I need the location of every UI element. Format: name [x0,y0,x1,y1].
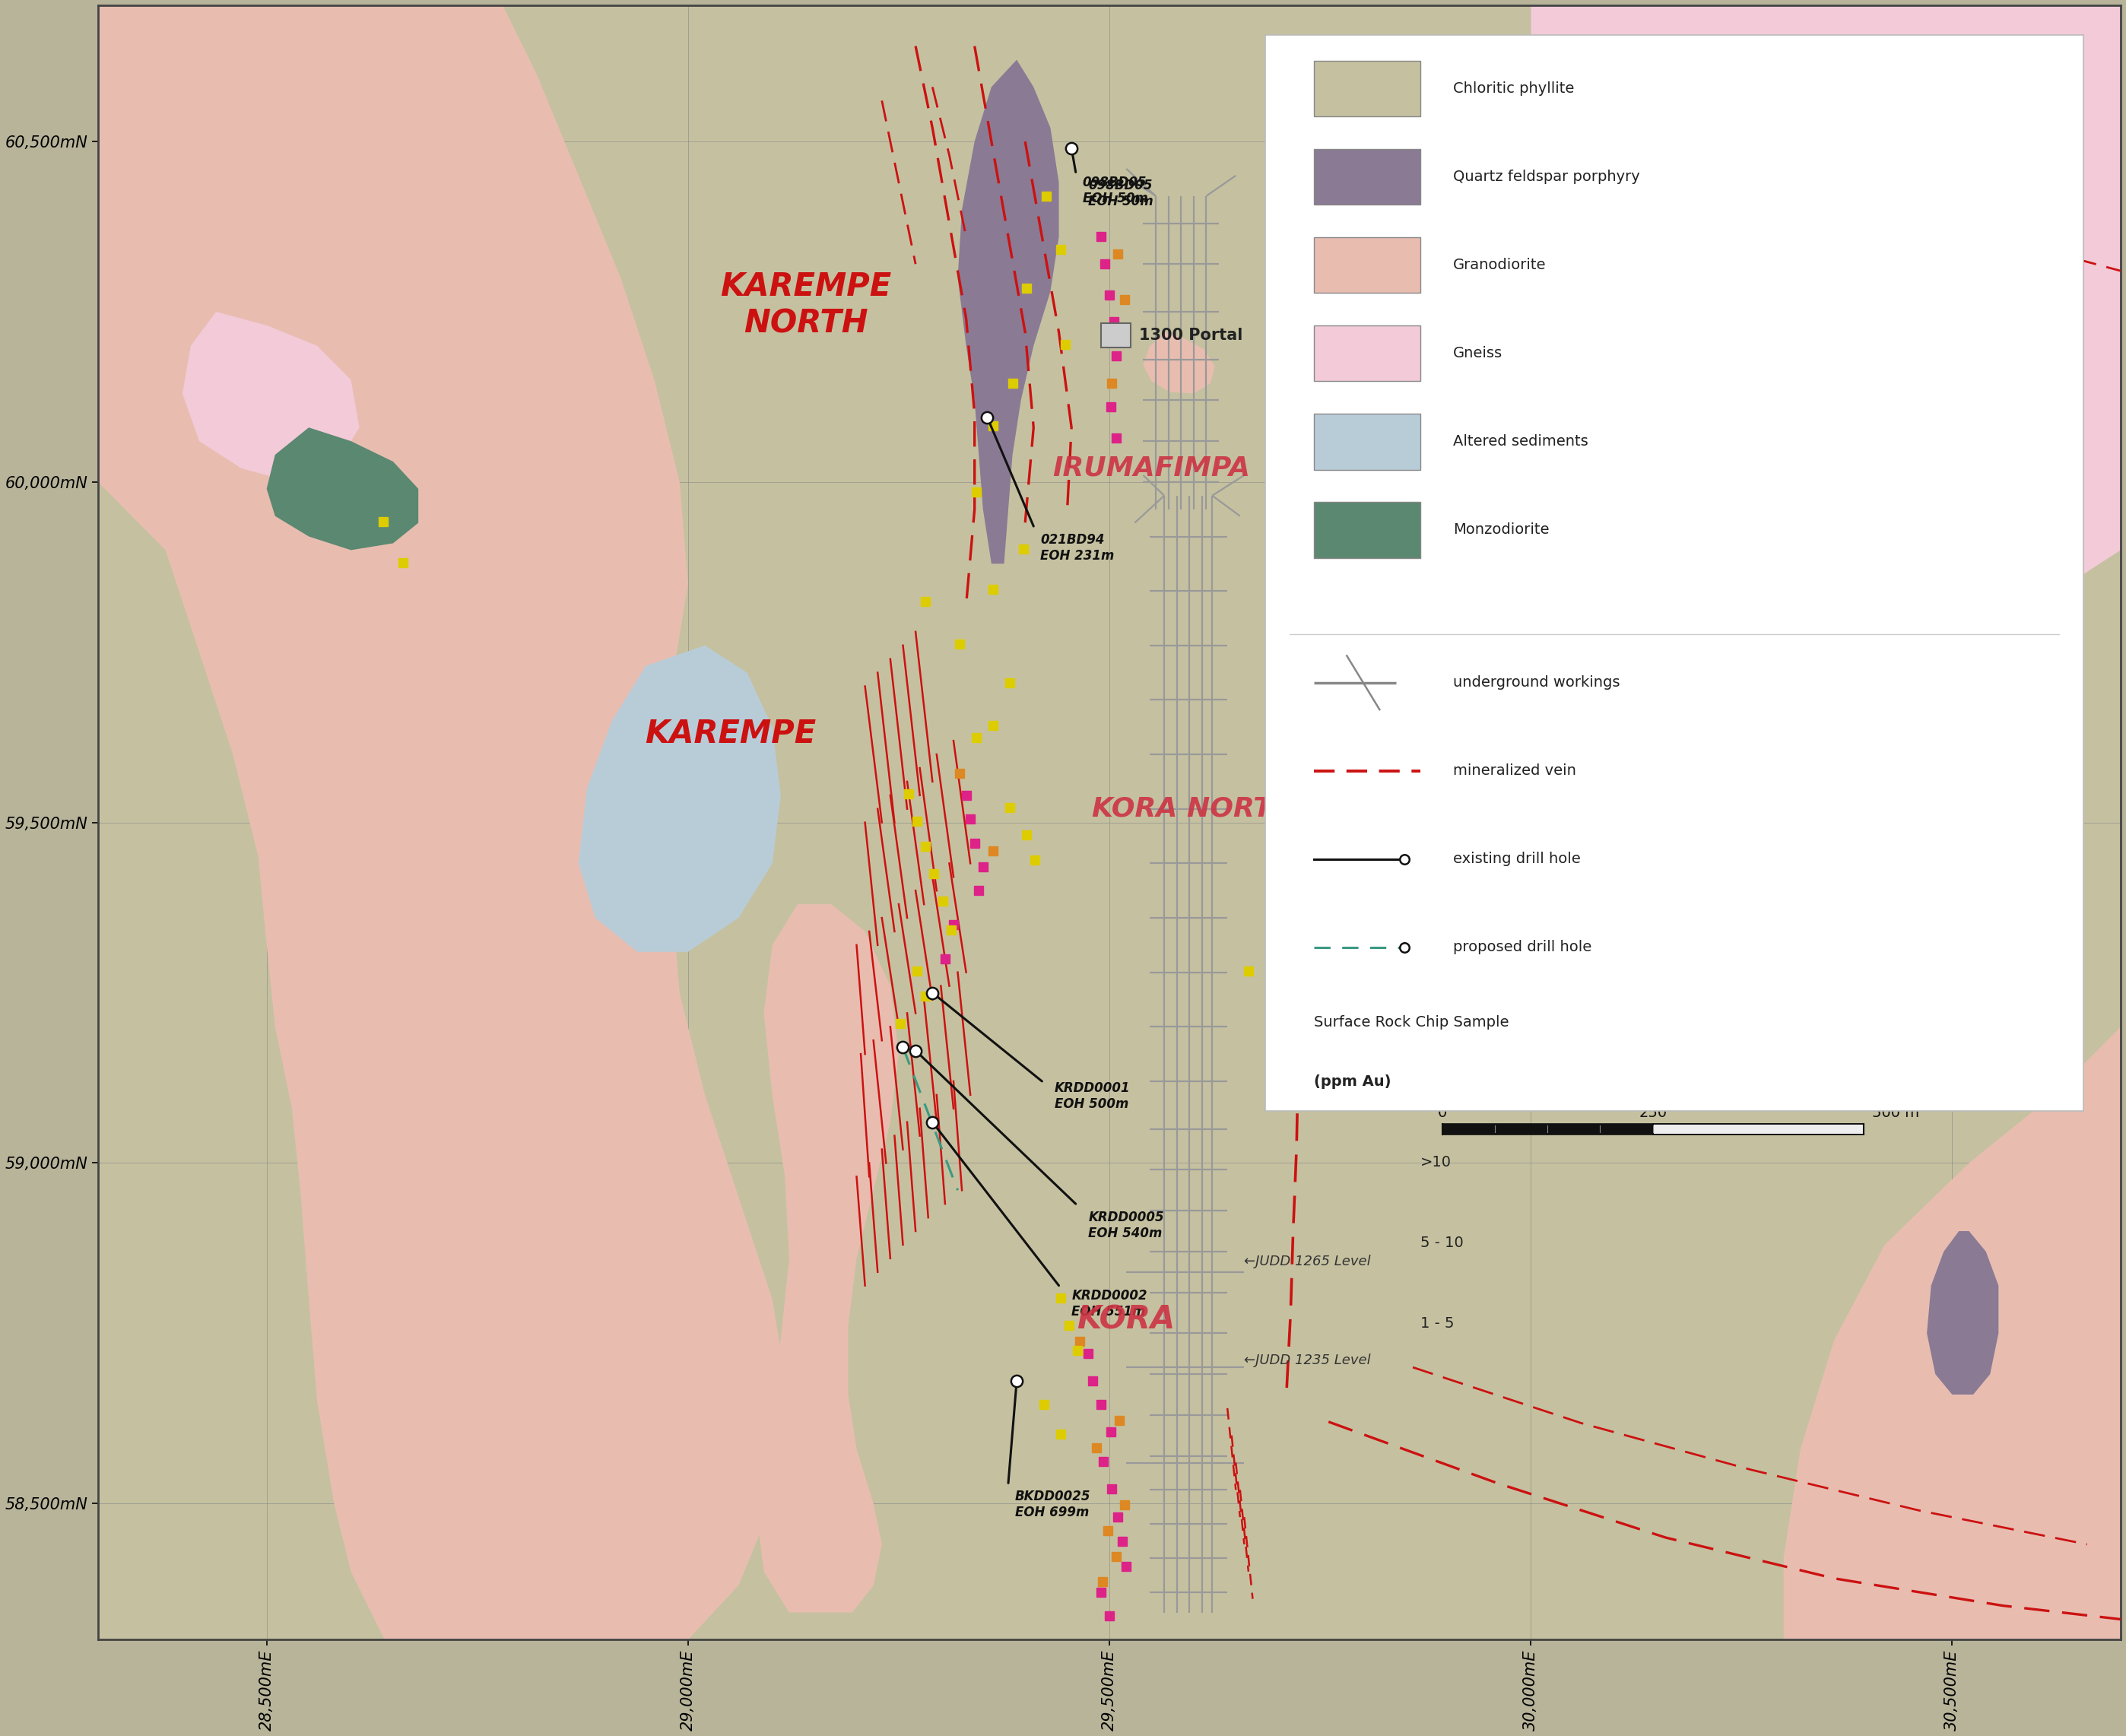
Polygon shape [1784,1026,2122,1641]
Text: underground workings: underground workings [1454,675,1620,689]
Text: IRUMAFIMPA: IRUMAFIMPA [1052,455,1250,481]
FancyBboxPatch shape [1314,238,1420,293]
Text: N: N [1981,116,1996,132]
Text: 500 m: 500 m [1873,1106,1920,1120]
Polygon shape [1144,332,1214,394]
Text: KRDD0002
EOH 551m: KRDD0002 EOH 551m [1072,1290,1148,1318]
Polygon shape [266,427,419,550]
Text: ←JUDD 1265 Level: ←JUDD 1265 Level [1244,1255,1371,1269]
Text: 098BD05
EOH 50m: 098BD05 EOH 50m [1082,175,1148,205]
Polygon shape [578,646,780,951]
Text: Gneiss: Gneiss [1454,345,1503,361]
Text: KRDD0005
EOH 540m: KRDD0005 EOH 540m [1089,1210,1165,1240]
FancyBboxPatch shape [1101,323,1131,347]
Text: Granodiorite: Granodiorite [1454,259,1546,273]
FancyBboxPatch shape [1314,325,1420,382]
Text: proposed drill hole: proposed drill hole [1454,941,1592,955]
Polygon shape [183,312,359,483]
Text: 250: 250 [1639,1106,1667,1120]
FancyBboxPatch shape [1314,61,1420,116]
Text: Chloritic phyllite: Chloritic phyllite [1454,82,1575,95]
Polygon shape [957,59,1059,564]
Polygon shape [98,5,789,1641]
Polygon shape [1926,1231,1998,1394]
Text: (ppm Au): (ppm Au) [1314,1075,1390,1088]
Text: >10: >10 [1420,1154,1452,1170]
Text: KORA NORTH: KORA NORTH [1093,795,1295,821]
Text: 0: 0 [1437,1106,1448,1120]
Text: existing drill hole: existing drill hole [1454,852,1582,866]
Text: 021BD94
EOH 231m: 021BD94 EOH 231m [1040,533,1114,562]
FancyBboxPatch shape [1314,149,1420,205]
Text: 1 - 5: 1 - 5 [1420,1316,1454,1332]
Text: KAREMPE
NORTH: KAREMPE NORTH [721,271,891,339]
Text: Surface Rock Chip Sample: Surface Rock Chip Sample [1314,1016,1509,1029]
Polygon shape [1531,5,2122,646]
Text: ←JUDD 1235 Level: ←JUDD 1235 Level [1244,1354,1371,1368]
Polygon shape [1622,50,1677,123]
Text: KRDD0001
EOH 500m: KRDD0001 EOH 500m [1054,1082,1131,1111]
Text: mineralized vein: mineralized vein [1454,764,1575,778]
Text: JUDD: JUDD [1284,1038,1373,1069]
Text: Quartz feldspar porphyry: Quartz feldspar porphyry [1454,170,1639,184]
Text: KAREMPE: KAREMPE [644,719,816,750]
Text: Monzodiorite: Monzodiorite [1454,523,1550,536]
Text: 098BD05
EOH 50m: 098BD05 EOH 50m [1089,179,1154,208]
Text: Old Mine Camp: Old Mine Camp [1418,83,1552,97]
Text: Altered sediments: Altered sediments [1454,434,1588,450]
Text: 5 - 10: 5 - 10 [1420,1236,1463,1250]
FancyBboxPatch shape [1314,413,1420,469]
Text: 1300 Portal: 1300 Portal [1140,328,1242,344]
FancyBboxPatch shape [1314,502,1420,557]
Polygon shape [755,904,899,1613]
Text: KORA: KORA [1078,1304,1176,1335]
Text: BKDD0025
EOH 699m: BKDD0025 EOH 699m [1014,1489,1091,1519]
Polygon shape [1344,59,1401,175]
Polygon shape [1569,700,1733,852]
